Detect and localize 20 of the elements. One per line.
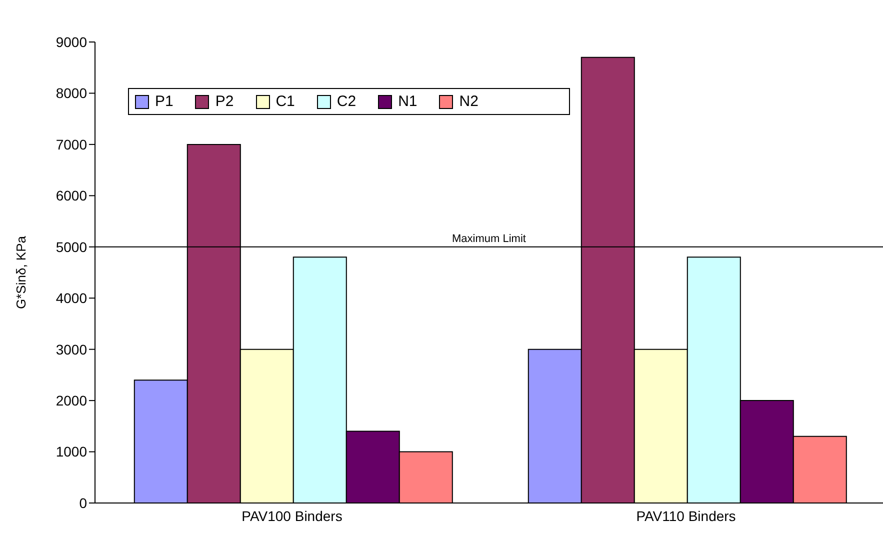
legend-label: P2	[214, 93, 234, 110]
y-tick-label: 7000	[56, 136, 88, 152]
x-tick-label: PAV100 Binders	[242, 508, 342, 524]
legend-label: P1	[154, 93, 174, 110]
legend-label: N1	[397, 93, 418, 110]
legend-label: C1	[274, 93, 295, 110]
y-tick-label: 1000	[56, 444, 88, 460]
y-tick-label: 8000	[56, 85, 88, 102]
y-tick-label: 4000	[56, 290, 88, 306]
legend-label: C2	[336, 93, 356, 110]
x-tick-label: PAV110 Binders	[636, 508, 736, 524]
y-axis-title: G*Sinδ, KPa	[14, 235, 29, 309]
y-tick-label: 6000	[56, 188, 88, 204]
y-tick-label: 9000	[56, 34, 88, 50]
y-tick-label: 3000	[56, 341, 88, 358]
legend-label: N2	[458, 93, 478, 110]
y-tick-label: 2000	[56, 392, 88, 409]
ref-line-label: Maximum Limit	[452, 232, 526, 245]
y-tick-label: 0	[79, 494, 88, 511]
y-tick-label: 5000	[56, 238, 88, 255]
